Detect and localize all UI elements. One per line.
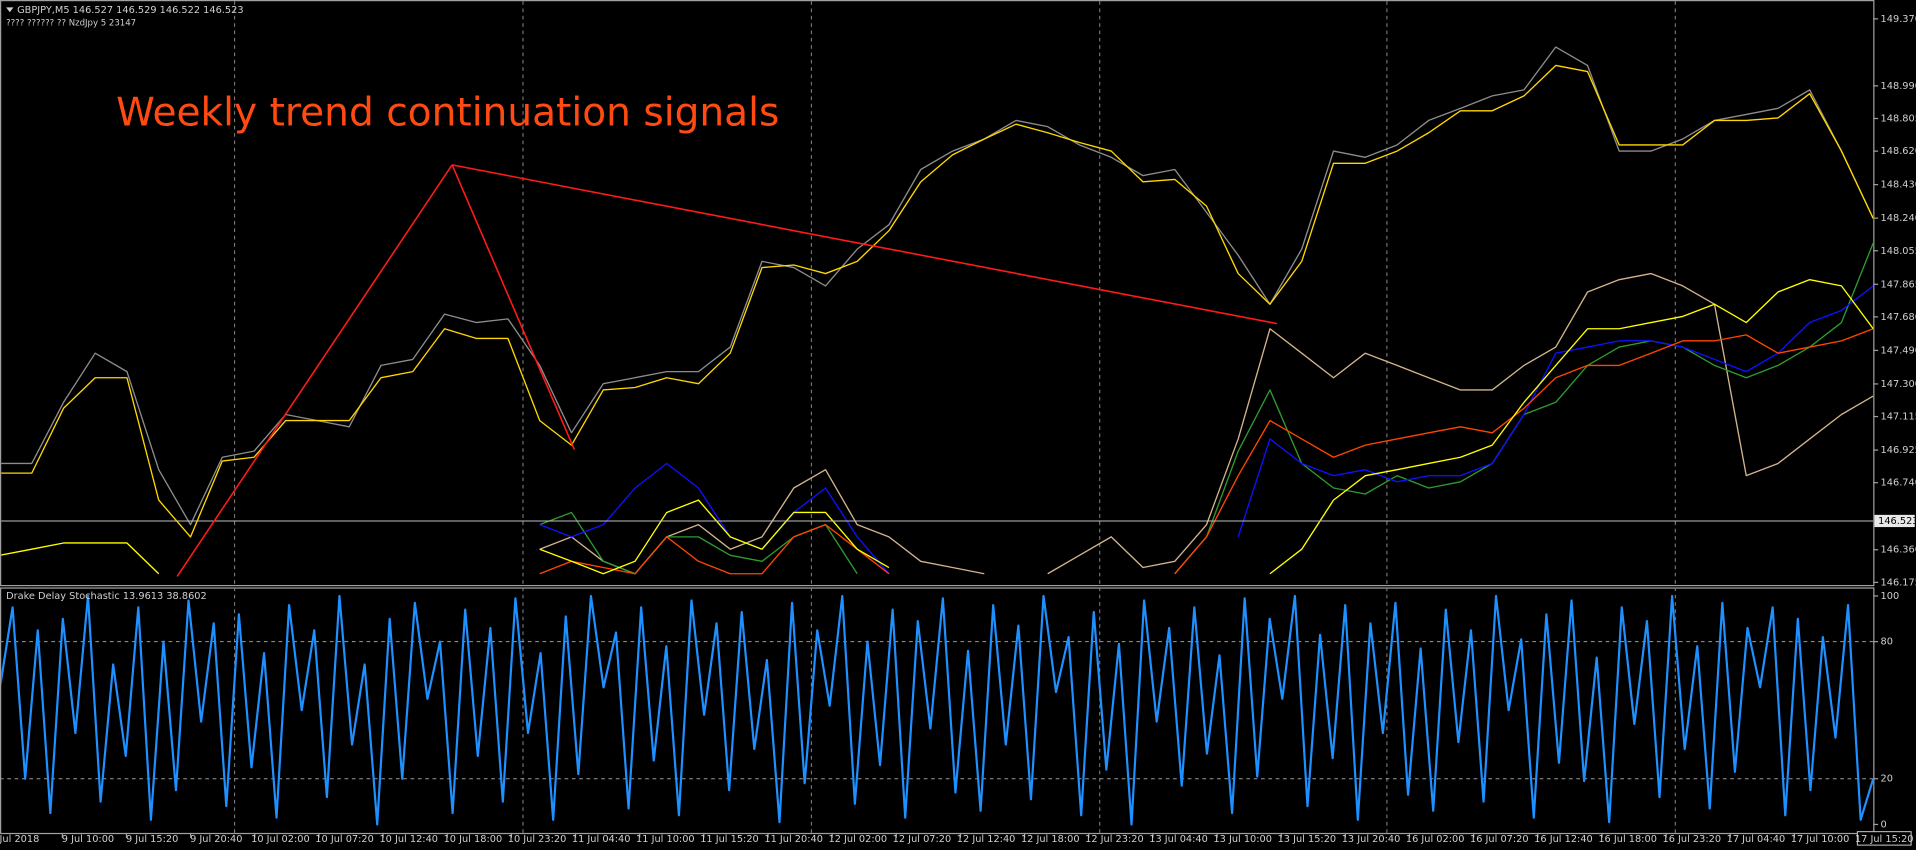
y-tick-label: 147.680	[1881, 312, 1916, 323]
y-tick-label: 147.490	[1881, 345, 1916, 356]
indicator-line: ???? ?????? ?? NzdJpy 5 23147	[6, 19, 136, 29]
series-line	[539, 285, 1874, 575]
zigzag-segment	[451, 164, 1278, 325]
x-tick-label: 10 Jul 07:20	[315, 834, 374, 845]
y-tick-label: 148.805	[1881, 114, 1916, 125]
y-tick-label: 20	[1881, 774, 1893, 785]
y-tick-label: 80	[1881, 637, 1893, 648]
x-tick-label: 16 Jul 18:00	[1598, 834, 1657, 845]
x-tick-label: 10 Jul 23:20	[508, 834, 567, 845]
x-tick-label: 13 Jul 15:20	[1278, 834, 1337, 845]
y-tick-label: 148.055	[1881, 246, 1916, 257]
x-tick-label: 11 Jul 04:40	[572, 834, 631, 845]
annotation: Weekly trend continuation signals	[116, 90, 779, 135]
series-line	[1, 64, 1874, 538]
y-tick-label: 148.990	[1881, 81, 1916, 92]
zigzag-segment	[176, 164, 453, 577]
x-tick-label: 12 Jul 07:20	[893, 834, 952, 845]
indicator-plot	[1, 594, 1874, 826]
x-tick-label: 11 Jul 20:40	[764, 834, 823, 845]
x-tick-label: 17 Jul 15:20	[1855, 834, 1914, 845]
x-tick-label: 12 Jul 12:40	[957, 834, 1016, 845]
x-tick-label: 10 Jul 18:00	[444, 834, 503, 845]
y-tick-label: 146.740	[1881, 478, 1916, 489]
x-tick-label: 10 Jul 02:00	[251, 834, 310, 845]
x-tick-label: 12 Jul 02:00	[829, 834, 888, 845]
y-tick-label: 147.865	[1881, 279, 1916, 290]
x-tick-label: 11 Jul 15:20	[700, 834, 759, 845]
y-tick-label: 146.925	[1881, 445, 1916, 456]
current-price-box	[1874, 514, 1915, 528]
y-tick-label: 0	[1881, 819, 1887, 830]
main-panel-frame	[0, 0, 1875, 587]
x-tick-label: 17 Jul 10:00	[1791, 834, 1850, 845]
x-tick-label: 8 Jul 2018	[0, 834, 39, 845]
x-tick-label: 13 Jul 10:00	[1213, 834, 1272, 845]
x-tick-label: 13 Jul 20:40	[1342, 834, 1401, 845]
symbol-line: GBPJPY,M5 146.527 146.529 146.522 146.52…	[17, 5, 243, 16]
x-tick-label: 9 Jul 20:40	[190, 834, 242, 845]
series-line	[1, 594, 1874, 826]
series-line	[1, 46, 1874, 526]
series-line	[1, 278, 1874, 575]
x-tick-label: 13 Jul 04:40	[1149, 834, 1208, 845]
zigzag-annotation	[176, 164, 1278, 577]
y-tick-label: 100	[1881, 591, 1900, 602]
y-tick-label: 146.175	[1881, 577, 1916, 588]
x-tick-label: 16 Jul 07:20	[1470, 834, 1529, 845]
x-tick-label: 16 Jul 23:20	[1662, 834, 1721, 845]
x-tick-label: 10 Jul 12:40	[379, 834, 438, 845]
x-tick-label: 9 Jul 10:00	[62, 834, 114, 845]
x-tick-label: 9 Jul 15:20	[126, 834, 178, 845]
y-tick-label: 149.370	[1881, 14, 1916, 25]
y-tick-label: 147.300	[1881, 379, 1916, 390]
y-tick-label: 148.620	[1881, 146, 1916, 157]
zigzag-segment	[451, 164, 576, 450]
dropdown-icon[interactable]	[6, 7, 14, 13]
current-price-label: 146.523	[1878, 516, 1916, 527]
y-tick-label: 147.115	[1881, 412, 1916, 423]
indicator-panel-frame	[0, 587, 1875, 835]
y-tick-label: 148.430	[1881, 180, 1916, 191]
x-tick-label: 12 Jul 23:20	[1085, 834, 1144, 845]
x-tick-label: 16 Jul 02:00	[1406, 834, 1465, 845]
x-tick-label: 11 Jul 10:00	[636, 834, 695, 845]
x-tick-label: 17 Jul 04:40	[1727, 834, 1786, 845]
indicator-title: Drake Delay Stochastic 13.9613 38.8602	[6, 591, 207, 602]
x-tick-label: 12 Jul 18:00	[1021, 834, 1080, 845]
x-tick-label: 16 Jul 12:40	[1534, 834, 1593, 845]
y-tick-label: 148.240	[1881, 213, 1916, 224]
x-label-box	[1856, 831, 1912, 846]
y-tick-label: 146.360	[1881, 545, 1916, 556]
main-plot	[1, 46, 1874, 575]
series-line	[539, 328, 1874, 575]
